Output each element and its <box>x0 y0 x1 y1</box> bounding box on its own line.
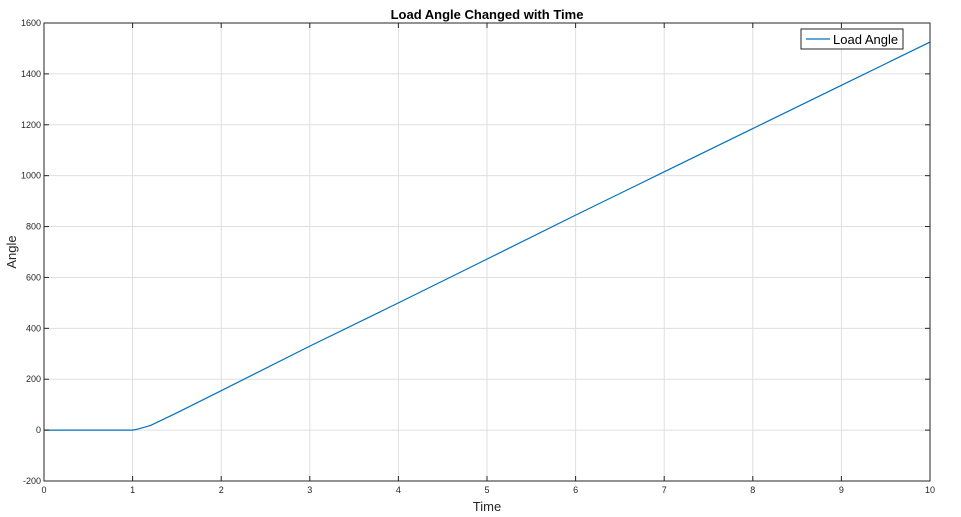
ticks: 0 1 2 3 4 5 6 7 8 9 10-200020040060080010001200140… <box>21 18 935 495</box>
y-tick-label: 200 <box>26 374 41 384</box>
y-tick-label: 1200 <box>21 120 41 130</box>
y-tick-label: 1600 <box>21 18 41 28</box>
x-tick-label: 2 <box>219 485 224 495</box>
x-tick-label: 0 <box>41 485 46 495</box>
y-tick-label: 0 <box>36 425 41 435</box>
legend-label: Load Angle <box>833 32 898 47</box>
x-tick-label: 5 <box>484 485 489 495</box>
x-tick-label: 1 <box>130 485 135 495</box>
y-axis-label: Angle <box>4 235 19 268</box>
x-tick-label: 10 <box>925 485 935 495</box>
x-tick-label: 6 <box>573 485 578 495</box>
x-axis-label: Time <box>473 499 501 514</box>
chart-title: Load Angle Changed with Time <box>391 7 584 22</box>
legend-box <box>800 28 904 50</box>
plot-area <box>44 41 931 431</box>
y-tick-label: 600 <box>26 272 41 282</box>
x-tick-label: 8 <box>750 485 755 495</box>
y-tick-label: -200 <box>23 476 41 486</box>
y-tick-label: 400 <box>26 323 41 333</box>
y-tick-label: 800 <box>26 222 41 232</box>
x-tick-label: 9 <box>839 485 844 495</box>
y-tick-label: 1000 <box>21 171 41 181</box>
x-tick-label: 7 <box>662 485 667 495</box>
y-tick-label: 1400 <box>21 69 41 79</box>
x-tick-label: 4 <box>396 485 401 495</box>
x-tick-label: 3 <box>307 485 312 495</box>
series-line-load-angle <box>44 41 931 431</box>
legend: Load Angle <box>800 28 904 50</box>
